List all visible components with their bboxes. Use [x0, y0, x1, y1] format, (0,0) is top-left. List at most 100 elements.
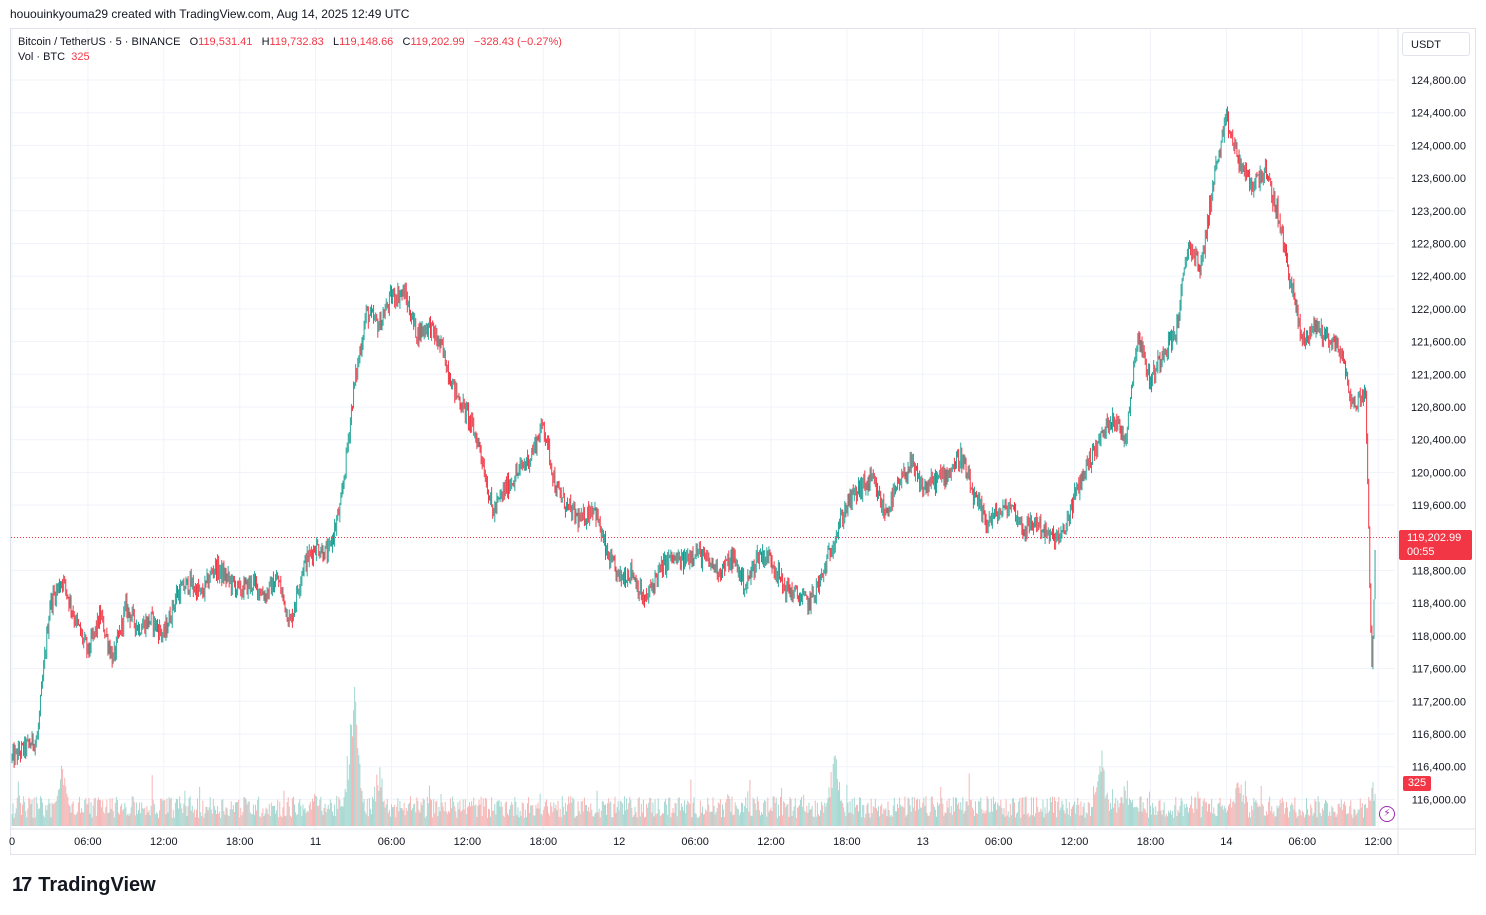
volume-bar [13, 817, 15, 826]
volume-bar [854, 807, 856, 826]
volume-bar [185, 806, 187, 826]
volume-bar [897, 804, 898, 826]
volume-bar [18, 795, 20, 826]
volume-bar [940, 786, 942, 826]
volume-bar [497, 800, 499, 826]
volume-bar [544, 801, 546, 826]
volume-bar [1141, 811, 1143, 826]
currency-button[interactable]: USDT [1402, 32, 1470, 56]
volume-bar [954, 797, 956, 826]
volume-bar [1180, 797, 1182, 826]
volume-bar [408, 802, 410, 826]
volume-bar [857, 811, 859, 826]
volume-bar [688, 802, 690, 826]
volume-bar [474, 805, 476, 826]
volume-bar [633, 815, 635, 826]
volume-bar [174, 802, 176, 826]
volume-bar [540, 813, 542, 826]
volume-bar [729, 798, 731, 826]
volume-bar [1135, 807, 1137, 826]
volume-bar [1035, 813, 1037, 826]
volume-bar [1356, 813, 1358, 826]
volume-bar [1365, 803, 1367, 826]
close-label: C [402, 36, 411, 48]
volume-bar [1355, 815, 1357, 826]
volume-bar [967, 805, 969, 826]
volume-bar [769, 809, 771, 826]
volume-bar [160, 798, 162, 826]
volume-bar [153, 804, 155, 826]
volume-bar [306, 810, 308, 826]
volume-bar [979, 801, 981, 826]
volume-bar [409, 796, 411, 826]
volume-bar [54, 802, 56, 826]
volume-bar [936, 816, 938, 826]
volume-bar [899, 797, 901, 826]
time-tick-label: 12 [613, 836, 625, 848]
volume-bar [763, 802, 765, 826]
volume-bar [860, 798, 862, 826]
volume-bar [596, 790, 598, 826]
volume-bar [504, 802, 506, 826]
price-tick-label: 116,800.00 [1412, 729, 1466, 741]
tradingview-logo[interactable]: 17 TradingView [12, 874, 156, 897]
volume-bar [376, 774, 378, 826]
volume-bar [1163, 802, 1165, 826]
volume-bar [939, 803, 941, 826]
volume-bar [756, 796, 758, 826]
volume-bar [163, 799, 165, 826]
volume-bar [676, 816, 678, 826]
volume-bar [66, 793, 68, 826]
volume-bar [883, 808, 885, 826]
volume-bar [932, 804, 934, 826]
volume-bar [1122, 803, 1124, 826]
volume-bar [188, 798, 190, 826]
volume-bar [52, 804, 54, 826]
volume-bar [373, 799, 375, 826]
volume-bar [970, 799, 972, 826]
volume-bar [509, 809, 511, 826]
volume-bar [882, 813, 884, 826]
volume-bar [401, 808, 403, 826]
volume-bar [561, 796, 563, 826]
volume-bar [467, 806, 469, 826]
volume-bar [304, 808, 306, 826]
volume-bar [1038, 812, 1040, 826]
volume-bar [1199, 797, 1201, 826]
volume-bar [657, 798, 659, 826]
volume-bar [123, 808, 125, 826]
volume-bar [920, 807, 922, 826]
volume-bar [519, 810, 521, 826]
volume-bar [865, 813, 867, 826]
lightning-icon[interactable]: ⚡ [1379, 806, 1395, 822]
volume-bar [1299, 810, 1301, 826]
volume-bar [420, 802, 422, 826]
volume-bar [1218, 802, 1220, 826]
volume-bar [727, 794, 729, 826]
volume-bar [1008, 817, 1010, 826]
volume-bar [1362, 817, 1364, 826]
volume-bar [333, 815, 335, 826]
volume-bar [476, 816, 478, 826]
volume-bar [1029, 815, 1031, 826]
symbol-label[interactable]: Bitcoin / TetherUS · 5 · BINANCE [18, 36, 181, 48]
volume-bar [1316, 817, 1318, 826]
volume-bar [1195, 797, 1197, 826]
volume-bar [525, 817, 527, 826]
volume-bar [1054, 797, 1056, 826]
volume-bar [489, 809, 491, 826]
volume-bar [1127, 804, 1129, 826]
volume-bar [901, 806, 903, 826]
volume-bar [214, 809, 216, 826]
volume-bar [1045, 813, 1047, 826]
volume-bar [820, 810, 822, 826]
chart-pane[interactable] [10, 28, 1476, 855]
volume-bar [576, 815, 578, 826]
volume-bar [1232, 801, 1234, 826]
volume-bar [790, 799, 792, 826]
volume-bar [1023, 814, 1025, 826]
volume-bar [1177, 809, 1179, 826]
volume-bar [396, 806, 398, 826]
volume-bar [227, 815, 229, 826]
